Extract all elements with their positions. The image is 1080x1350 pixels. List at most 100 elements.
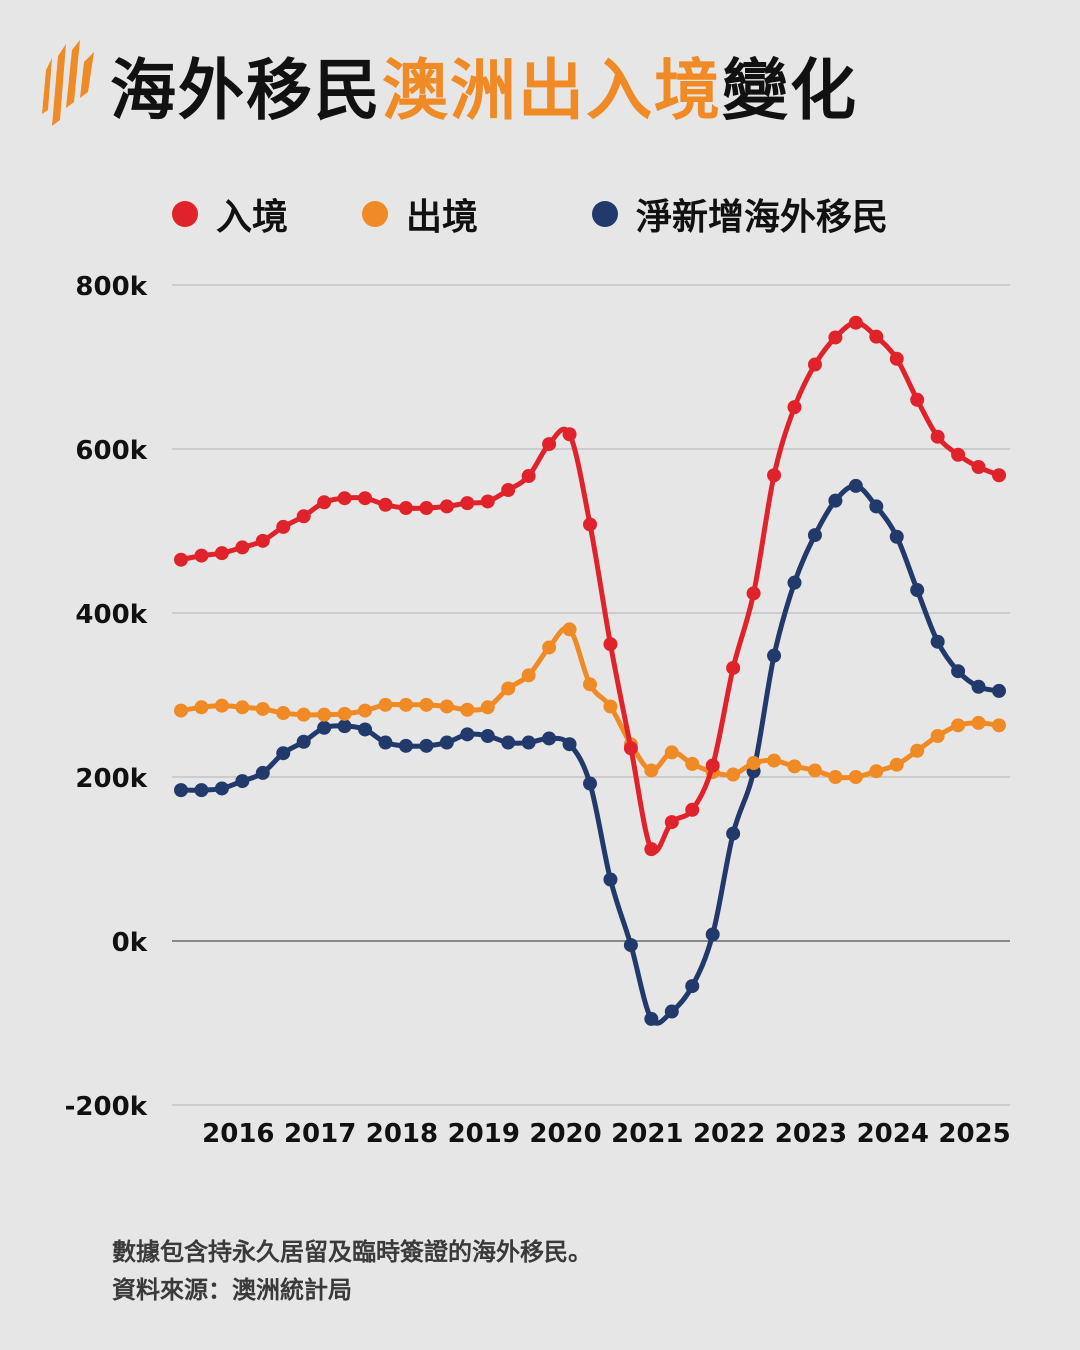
data-point	[194, 548, 209, 563]
data-point	[317, 707, 332, 722]
x-tick-label: 2025	[938, 1119, 1010, 1149]
x-tick-label: 2016	[202, 1119, 274, 1149]
y-tick-label: -200k	[65, 1092, 148, 1122]
title-part-3: 變化	[722, 52, 858, 129]
data-point	[214, 781, 229, 796]
data-point	[869, 499, 884, 514]
data-point	[194, 783, 209, 798]
data-point	[705, 927, 720, 942]
footnote-line-2: 資料來源：澳洲統計局	[112, 1276, 352, 1304]
data-point	[358, 722, 373, 737]
data-point	[419, 697, 434, 712]
data-point	[685, 802, 700, 817]
data-point	[603, 699, 618, 714]
data-point	[623, 938, 638, 953]
data-point	[358, 491, 373, 506]
legend-dot-departures	[362, 201, 388, 227]
data-point	[378, 497, 393, 512]
legend-item-arrivals: 入境	[172, 188, 288, 240]
legend-label-net: 淨新增海外移民	[636, 197, 889, 238]
x-tick-label: 2022	[693, 1119, 765, 1149]
data-point	[174, 552, 188, 567]
data-point	[460, 727, 475, 742]
series-line-1	[178, 625, 1002, 781]
data-point	[542, 640, 557, 655]
x-tick-label: 2024	[857, 1119, 929, 1149]
data-point	[951, 718, 966, 733]
data-point	[235, 540, 250, 555]
data-point	[276, 746, 291, 761]
data-point	[664, 745, 679, 760]
data-point	[439, 699, 454, 714]
data-point	[337, 491, 352, 506]
data-point	[521, 668, 536, 683]
y-tick-label: 0k	[112, 928, 148, 958]
data-point	[194, 700, 209, 715]
data-point	[583, 776, 597, 791]
data-point	[910, 743, 925, 758]
data-point	[603, 872, 618, 887]
data-point	[214, 546, 229, 561]
data-point	[562, 427, 577, 442]
legend-label-arrivals: 入境	[216, 197, 289, 238]
data-point	[951, 664, 966, 679]
data-point	[337, 719, 352, 734]
data-point	[398, 501, 413, 516]
data-point	[583, 677, 597, 692]
data-point	[480, 729, 495, 743]
x-tick-label: 2018	[366, 1119, 438, 1149]
data-point	[807, 357, 822, 372]
data-point	[235, 700, 250, 715]
data-point	[746, 756, 761, 771]
sbs-logo-icon	[42, 40, 94, 126]
title-part-2-accent: 澳洲出入境	[382, 52, 722, 129]
legend-item-net: 淨新增海外移民	[592, 188, 888, 240]
legend-dot-arrivals	[172, 201, 198, 227]
footnote: 數據包含持永久居留及臨時簽證的海外移民。 資料來源：澳洲統計局	[112, 1233, 592, 1309]
data-point	[992, 683, 1006, 698]
y-tick-label: 200k	[75, 764, 147, 794]
data-point	[542, 731, 557, 746]
data-point	[276, 519, 291, 534]
data-point	[848, 770, 863, 784]
data-point	[685, 979, 700, 994]
data-point	[501, 483, 516, 497]
data-point	[767, 468, 782, 483]
data-point	[296, 509, 311, 524]
data-point	[726, 826, 741, 841]
data-point	[562, 622, 577, 637]
data-point	[501, 681, 516, 696]
data-point	[501, 735, 516, 750]
data-point	[869, 764, 884, 779]
data-point	[480, 494, 495, 509]
data-point	[787, 759, 802, 774]
data-point	[460, 496, 475, 511]
data-point	[603, 637, 618, 652]
data-point	[828, 330, 843, 345]
data-point	[174, 783, 188, 798]
data-point	[951, 447, 966, 462]
data-point	[378, 697, 393, 712]
data-point	[174, 703, 188, 718]
data-point	[439, 499, 454, 514]
data-point	[296, 707, 311, 722]
data-point	[439, 735, 454, 750]
data-point	[930, 429, 945, 444]
data-point	[971, 679, 986, 694]
data-point	[930, 634, 945, 649]
data-point	[419, 738, 434, 753]
data-point	[235, 774, 250, 789]
data-point	[296, 734, 311, 749]
data-point	[255, 701, 270, 716]
data-point	[889, 351, 904, 366]
data-point	[726, 767, 741, 782]
data-point	[664, 815, 679, 830]
data-point	[521, 735, 536, 750]
data-point	[255, 765, 270, 780]
data-point	[521, 469, 536, 484]
data-point	[583, 517, 597, 532]
data-point	[317, 720, 332, 735]
data-point	[767, 648, 782, 663]
data-point	[542, 437, 557, 452]
